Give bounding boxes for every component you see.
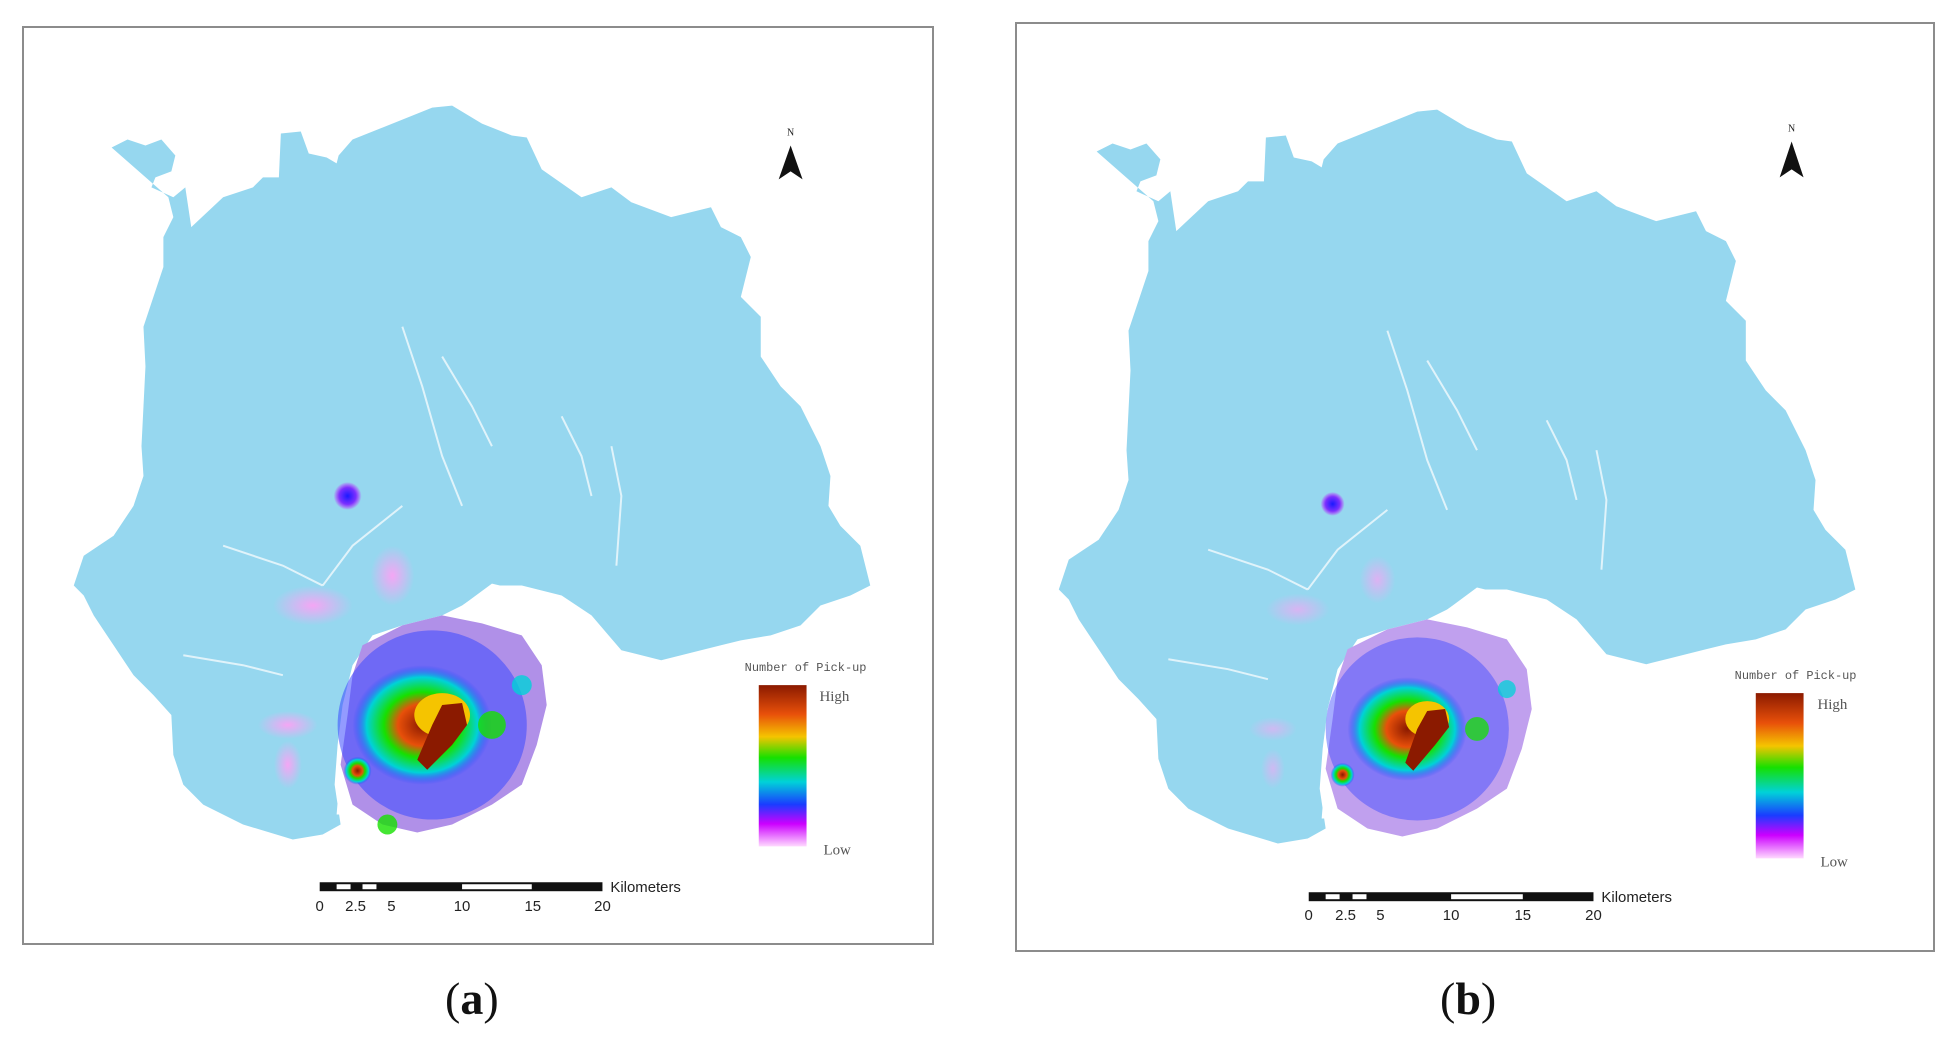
density-blob: [343, 756, 372, 785]
svg-text:10: 10: [1443, 907, 1460, 924]
svg-text:2.5: 2.5: [1335, 907, 1356, 924]
density-blob: [1465, 716, 1489, 741]
density-blob: [511, 675, 532, 696]
legend-low-label: Low: [823, 842, 851, 858]
svg-text:5: 5: [387, 898, 395, 915]
legend: Number of Pick-up High Low: [1735, 669, 1857, 870]
land-region: [1058, 109, 1856, 844]
legend-high-label: High: [819, 689, 849, 705]
map-panel-b: N Number of Pick-up High Low Kilometers …: [1015, 22, 1935, 952]
density-blob: [377, 814, 398, 835]
svg-text:20: 20: [1585, 907, 1602, 924]
panel-caption-b: (b): [1440, 973, 1497, 1024]
svg-text:Number of Pick-up: Number of Pick-up: [1735, 669, 1857, 683]
road-network: [1168, 330, 1608, 681]
map-canvas-b: N Number of Pick-up High Low Kilometers …: [1058, 109, 1857, 924]
svg-text:Number of Pick-up: Number of Pick-up: [745, 661, 867, 675]
legend-high-label: High: [1818, 697, 1848, 713]
legend: Number of Pick-up High Low: [745, 661, 867, 858]
svg-text:20: 20: [594, 898, 611, 915]
density-blob: [273, 740, 302, 789]
scale-bar: Kilometers 0 2.5 5 10 15 20: [1305, 889, 1672, 924]
density-blob: [1265, 593, 1330, 626]
svg-text:15: 15: [524, 898, 541, 915]
density-blob: [272, 585, 353, 626]
density-core: [417, 703, 468, 770]
svg-text:0: 0: [1305, 907, 1313, 924]
density-blob: [333, 482, 362, 510]
scale-bar: Kilometers 0 2.5 5 10 15 20: [316, 879, 681, 915]
road-network: [183, 326, 623, 677]
svg-text:0: 0: [316, 898, 324, 915]
density-blob: [1497, 680, 1516, 699]
scale-unit: Kilometers: [1601, 889, 1672, 906]
panel-caption-a: (a): [445, 973, 499, 1024]
land-region: [73, 105, 871, 840]
density-blob: [1248, 716, 1297, 741]
density-blob: [1260, 748, 1285, 789]
density-blob: [257, 711, 318, 739]
density-blob: [1359, 555, 1396, 604]
density-core: [1405, 709, 1450, 771]
legend-ramp: [758, 685, 807, 847]
svg-text:10: 10: [454, 898, 471, 915]
north-arrow: N: [778, 128, 803, 180]
map-panel-a: N Number of Pick-up High Low Kilometers …: [22, 26, 934, 945]
density-blob: [370, 545, 415, 606]
density-blob: [478, 711, 506, 739]
svg-text:15: 15: [1514, 907, 1531, 924]
svg-text:N: N: [1788, 124, 1795, 135]
legend-ramp: [1755, 693, 1804, 859]
density-blob: [1330, 762, 1355, 787]
density-blob: [1347, 677, 1468, 781]
density-blob: [1320, 491, 1345, 516]
legend-low-label: Low: [1820, 854, 1848, 870]
svg-text:5: 5: [1376, 907, 1384, 924]
svg-text:N: N: [787, 128, 794, 139]
svg-text:2.5: 2.5: [345, 898, 366, 915]
map-canvas-a: N Number of Pick-up High Low Kilometers …: [73, 105, 871, 915]
north-arrow: N: [1779, 124, 1804, 178]
scale-unit: Kilometers: [610, 879, 680, 896]
